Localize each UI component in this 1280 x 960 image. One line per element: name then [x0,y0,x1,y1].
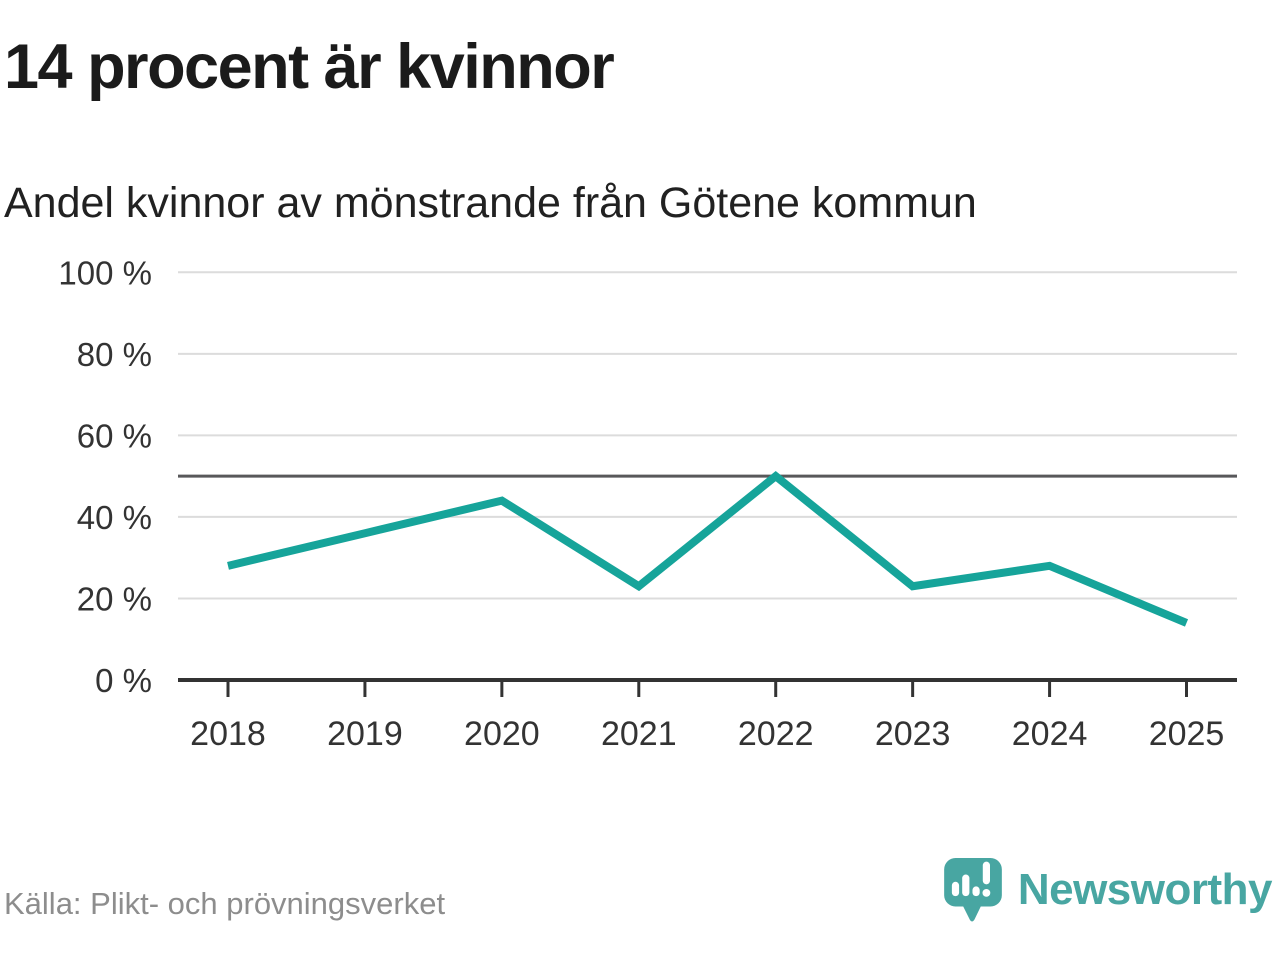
y-tick-label: 20 % [77,580,152,617]
x-tick-label: 2023 [875,715,951,753]
y-tick-label: 80 % [77,336,152,373]
y-axis-labels: 0 % 20 % 40 % 60 % 80 % 100 % [58,254,152,699]
newsworthy-logo-icon [943,858,1002,922]
y-tick-label: 0 % [95,662,152,699]
source-note: Källa: Plikt- och prövningsverket [4,886,446,921]
newsworthy-logo: Newsworthy [942,856,1273,924]
x-tick-label: 2019 [327,715,403,753]
chart-title: 14 procent är kvinnor [4,32,615,102]
newsworthy-logo-text: Newsworthy [1017,865,1273,914]
x-tick-label: 2022 [738,715,814,753]
x-tick-label: 2024 [1012,715,1088,753]
speech-bubble-chart-icon [943,858,1002,922]
x-axis-labels: 2018 2019 2020 2021 2022 2023 2024 2025 [190,715,1224,753]
y-tick-label: 40 % [77,499,152,536]
x-axis [178,678,1237,697]
x-tick-label: 2025 [1149,715,1225,753]
x-tick-label: 2018 [190,715,266,753]
y-tick-label: 60 % [77,417,152,454]
x-tick-label: 2021 [601,715,677,753]
grid-lines [178,271,1237,600]
x-tick-label: 2020 [464,715,540,753]
chart-subtitle: Andel kvinnor av mönstrande från Götene … [4,179,977,227]
y-tick-label: 100 % [58,254,152,291]
data-line-andel-kvinnor [227,471,1189,627]
